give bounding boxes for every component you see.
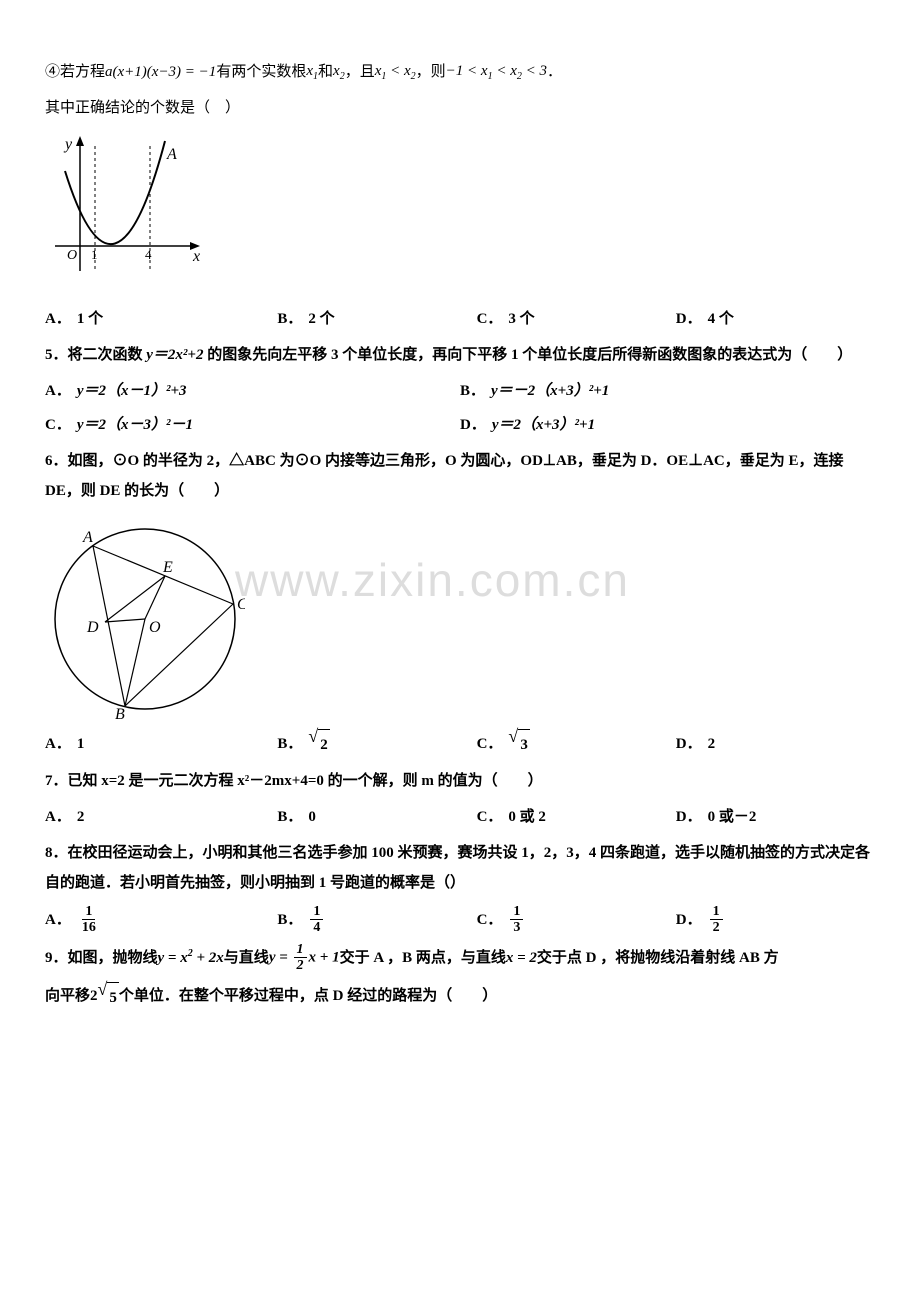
var-x2: x2 — [333, 56, 345, 87]
svg-text:B: B — [115, 706, 125, 719]
option-c[interactable]: C．0 或 2 — [477, 802, 676, 832]
option-a[interactable]: A．2 — [45, 802, 277, 832]
equation: a(x+1)(x−3) = −1 — [105, 57, 216, 87]
option-c[interactable]: C．3 个 — [477, 304, 676, 334]
q4-graph: y x O 1 4 A — [45, 131, 875, 296]
condition: x1 < x2 — [375, 56, 416, 87]
text: ． — [547, 57, 562, 87]
origin-label: O — [67, 248, 77, 263]
eq1: y = x2 + 2x — [158, 943, 224, 973]
text: ④若方程 — [45, 57, 105, 87]
q8-stem: 8．在校田径运动会上，小明和其他三名选手参加 100 米预赛，赛场共设 1，2，… — [45, 838, 875, 898]
option-b[interactable]: B．2 个 — [277, 304, 476, 334]
svg-text:A: A — [82, 529, 93, 546]
eq3: x = 2 — [506, 943, 537, 973]
option-a[interactable]: A．1 — [45, 727, 277, 760]
q9-stem-line1: 9．如图，抛物线 y = x2 + 2x 与直线 y = 12x + 1 交于 … — [45, 942, 875, 974]
option-c[interactable]: C．13 — [477, 904, 676, 936]
svg-text:C: C — [237, 596, 245, 613]
tick-4: 4 — [145, 247, 152, 262]
option-b[interactable]: B．√2 — [277, 727, 476, 760]
result: −1 < x1 < x2 < 3 — [446, 56, 547, 87]
coef: 2√5 — [90, 980, 119, 1013]
text: 有两个实数根 — [216, 57, 306, 87]
option-b[interactable]: B．y＝－2（x+3）²+1 — [460, 376, 875, 406]
option-c[interactable]: C．√3 — [477, 727, 676, 760]
text: ，则 — [416, 57, 446, 87]
q6-stem: 6．如图，⊙O 的半径为 2，△ABC 为⊙O 内接等边三角形，O 为圆心，OD… — [45, 446, 875, 506]
point-a-label: A — [166, 146, 177, 163]
option-d[interactable]: D．12 — [676, 904, 875, 936]
svg-text:D: D — [86, 619, 99, 636]
option-b[interactable]: B．0 — [277, 802, 476, 832]
option-c[interactable]: C．y＝2（x－3）²－1 — [45, 410, 460, 440]
eq2: y = 12x + 1 — [269, 942, 340, 974]
option-a[interactable]: A．116 — [45, 904, 277, 936]
option-a[interactable]: A．1 个 — [45, 304, 277, 334]
q5-options-row2: C．y＝2（x－3）²－1 D．y＝2（x+3）²+1 — [45, 410, 875, 440]
text: 和 — [318, 57, 333, 87]
var-x1: x1 — [306, 56, 318, 87]
tick-1: 1 — [91, 247, 98, 262]
text: ，且 — [345, 57, 375, 87]
q5-options-row1: A．y＝2（x－1）²+3 B．y＝－2（x+3）²+1 — [45, 376, 875, 406]
q4-statement4: ④若方程 a(x+1)(x−3) = −1 有两个实数根 x1 和 x2 ，且 … — [45, 56, 875, 87]
q4-prompt: 其中正确结论的个数是（ ） — [45, 93, 875, 123]
option-d[interactable]: D．2 — [676, 727, 875, 760]
svg-text:O: O — [149, 619, 161, 636]
q5-stem: 5．将二次函数 y＝2x²+2 的图象先向左平移 3 个单位长度，再向下平移 1… — [45, 340, 875, 370]
q8-options: A．116 B．14 C．13 D．12 — [45, 904, 875, 936]
option-b[interactable]: B．14 — [277, 904, 476, 936]
option-d[interactable]: D．0 或－2 — [676, 802, 875, 832]
svg-text:E: E — [162, 559, 173, 576]
q7-options: A．2 B．0 C．0 或 2 D．0 或－2 — [45, 802, 875, 832]
q6-options: A．1 B．√2 C．√3 D．2 — [45, 727, 875, 760]
axis-x-label: x — [192, 248, 200, 265]
axis-y-label: y — [63, 136, 73, 153]
q7-stem: 7．已知 x=2 是一元二次方程 x²－2mx+4=0 的一个解，则 m 的值为… — [45, 766, 875, 796]
q4-options: A．1 个 B．2 个 C．3 个 D．4 个 — [45, 304, 875, 334]
option-a[interactable]: A．y＝2（x－1）²+3 — [45, 376, 460, 406]
q6-graph: A B C D E O — [45, 514, 875, 719]
option-d[interactable]: D．y＝2（x+3）²+1 — [460, 410, 875, 440]
q9-stem-line2: 向平移 2√5 个单位．在整个平移过程中，点 D 经过的路程为（ ） — [45, 980, 875, 1013]
option-d[interactable]: D．4 个 — [676, 304, 875, 334]
